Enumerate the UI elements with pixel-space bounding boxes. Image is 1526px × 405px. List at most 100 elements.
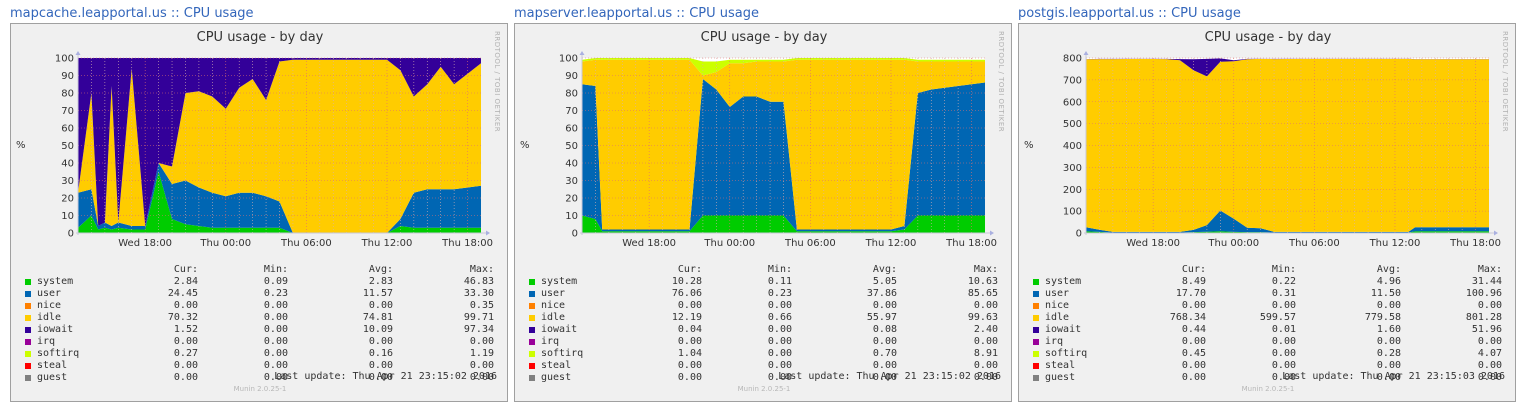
legend-max: 0.00 xyxy=(469,372,494,383)
legend-name: softirq xyxy=(1045,348,1088,359)
legend-min: 0.00 xyxy=(1271,348,1296,359)
legend-avg: 11.57 xyxy=(362,288,393,299)
y-tick-label: 0 xyxy=(68,229,74,240)
legend-max: 46.83 xyxy=(463,276,494,287)
cpu-graph-mapcache[interactable]: CPU usage - by day RRDTOOL / TOBI OETIKER… xyxy=(10,23,508,402)
y-tick-label: 90 xyxy=(565,71,578,82)
graph-link[interactable]: CPU usage xyxy=(183,6,254,21)
legend-swatch-irq xyxy=(25,339,31,345)
y-tick-label: 100 xyxy=(559,54,578,65)
legend-row-system: system 10.28 0.11 5.05 10.63 xyxy=(527,276,1003,288)
legend-swatch-idle xyxy=(25,315,31,321)
legend-cur: 0.00 xyxy=(173,336,198,347)
legend-header: Max: xyxy=(469,264,494,275)
legend-avg: 0.16 xyxy=(368,348,393,359)
legend-row-steal: steal 0.00 0.00 0.00 0.00 xyxy=(23,360,499,372)
y-tick-label: 80 xyxy=(565,89,578,100)
y-tick-label: 0 xyxy=(1076,229,1082,240)
legend-name: iowait xyxy=(37,324,74,335)
legend-max: 99.71 xyxy=(463,312,494,323)
x-tick-label: Thu 00:00 xyxy=(703,238,755,249)
legend-swatch-steal xyxy=(529,363,535,369)
legend-max: 51.96 xyxy=(1471,324,1502,335)
legend-cur: 0.04 xyxy=(677,324,702,335)
host-name[interactable]: mapcache.leapportal.us xyxy=(10,6,167,21)
legend-min: 0.66 xyxy=(767,312,792,323)
legend-swatch-guest xyxy=(1033,375,1039,381)
legend-avg: 0.00 xyxy=(872,300,897,311)
host-link-mapcache[interactable]: mapcache.leapportal.us :: CPU usage xyxy=(10,6,254,21)
y-tick-label: 40 xyxy=(565,159,578,170)
rrdtool-watermark: RRDTOOL / TOBI OETIKER xyxy=(493,31,501,133)
x-tick-label: Thu 00:00 xyxy=(199,238,251,249)
y-tick-label: 0 xyxy=(572,229,578,240)
plot-area: 0 100 200 300 400 500 600 700 800 Wed 18:00 Thu 00… xyxy=(1063,51,1501,249)
legend-header: Cur: xyxy=(677,264,702,275)
legend-cur: 0.00 xyxy=(173,372,198,383)
legend-header: Min: xyxy=(263,264,288,275)
legend-name: irq xyxy=(541,336,560,347)
last-update: Last update: Thu Apr 21 23:15:03 2016 xyxy=(1282,371,1505,382)
x-tick-label: Thu 00:00 xyxy=(1207,238,1259,249)
legend-header-row: Cur: Min: Avg: Max: xyxy=(1031,264,1507,276)
legend-avg: 0.00 xyxy=(1376,336,1401,347)
legend-max: 0.00 xyxy=(973,300,998,311)
legend-name: nice xyxy=(541,300,566,311)
legend-name: system xyxy=(1045,276,1082,287)
legend-max: 8.91 xyxy=(973,348,998,359)
legend-header: Cur: xyxy=(1181,264,1206,275)
legend-name: iowait xyxy=(541,324,578,335)
legend-min: 0.00 xyxy=(767,324,792,335)
legend-row-guest: guest 0.00 0.00 0.00 0.00 xyxy=(1031,372,1507,384)
last-update: Last update: Thu Apr 21 23:15:02 2016 xyxy=(778,371,1001,382)
legend-min: 0.01 xyxy=(1271,324,1296,335)
legend-name: guest xyxy=(1045,372,1076,383)
graph-link[interactable]: CPU usage xyxy=(1171,6,1241,21)
y-tick-label: 10 xyxy=(61,211,74,222)
legend-min: 0.09 xyxy=(263,276,288,287)
legend-min: 0.00 xyxy=(767,336,792,347)
x-tick-label: Wed 18:00 xyxy=(622,238,676,249)
y-tick-label: 60 xyxy=(61,124,74,135)
legend-avg: 4.96 xyxy=(1376,276,1401,287)
legend-cur: 1.04 xyxy=(677,348,702,359)
legend-row-guest: guest 0.00 0.00 0.00 0.00 xyxy=(527,372,1003,384)
legend-cur: 0.00 xyxy=(677,360,702,371)
legend-row-steal: steal 0.00 0.00 0.00 0.00 xyxy=(1031,360,1507,372)
legend-header: Avg: xyxy=(368,264,393,275)
host-link-mapserver[interactable]: mapserver.leapportal.us :: CPU usage xyxy=(514,6,759,21)
host-name[interactable]: postgis.leapportal.us xyxy=(1018,6,1155,21)
cpu-graph-postgis[interactable]: CPU usage - by day RRDTOOL / TOBI OETIKER… xyxy=(1018,23,1516,402)
legend-name: system xyxy=(541,276,578,287)
y-axis-unit: % xyxy=(1024,140,1034,151)
host-link-postgis[interactable]: postgis.leapportal.us :: CPU usage xyxy=(1018,6,1241,21)
legend-avg: 10.09 xyxy=(362,324,393,335)
legend-header: Avg: xyxy=(872,264,897,275)
cpu-graph-mapserver[interactable]: CPU usage - by day RRDTOOL / TOBI OETIKER… xyxy=(514,23,1012,402)
x-tick-label: Thu 18:00 xyxy=(1449,238,1501,249)
legend-name: idle xyxy=(37,312,62,323)
legend-header-row: Cur: Min: Avg: Max: xyxy=(527,264,1003,276)
legend-cur: 12.19 xyxy=(671,312,702,323)
graph-link[interactable]: CPU usage xyxy=(689,6,759,21)
legend-min: 0.00 xyxy=(263,300,288,311)
y-axis-arrow-icon xyxy=(75,51,81,55)
legend-min: 599.57 xyxy=(1259,312,1296,323)
legend-cur: 24.45 xyxy=(167,288,198,299)
host-separator: :: xyxy=(166,6,184,21)
y-tick-label: 200 xyxy=(1063,185,1082,196)
legend-max: 1.19 xyxy=(469,348,494,359)
legend-avg: 0.08 xyxy=(872,324,897,335)
legend-name: steal xyxy=(541,360,572,371)
legend-table: Cur: Min: Avg: Max: system 8.49 0.22 4.96 31.44 u… xyxy=(1031,264,1507,384)
y-axis-unit: % xyxy=(520,140,530,151)
legend-avg: 2.83 xyxy=(368,276,393,287)
legend-max: 2.40 xyxy=(973,324,998,335)
legend-min: 0.00 xyxy=(767,300,792,311)
legend-min: 0.00 xyxy=(263,324,288,335)
legend-max: 100.96 xyxy=(1465,288,1502,299)
x-tick-label: Wed 18:00 xyxy=(118,238,172,249)
host-name[interactable]: mapserver.leapportal.us xyxy=(514,6,673,21)
legend-name: nice xyxy=(1045,300,1070,311)
legend-min: 0.00 xyxy=(263,312,288,323)
